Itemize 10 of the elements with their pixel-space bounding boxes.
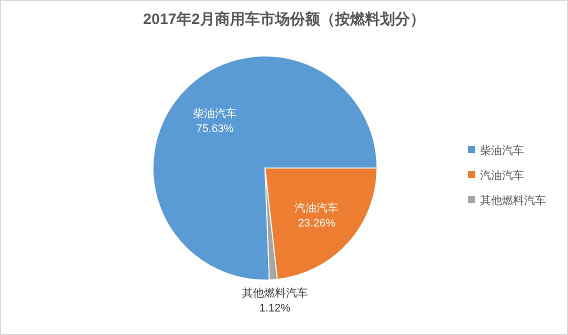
data-label: 75.63% bbox=[196, 122, 234, 135]
legend-label: 其他燃料汽车 bbox=[480, 194, 546, 207]
chart-title: 2017年2月商用车市场份额（按燃料划分） bbox=[143, 10, 425, 28]
legend-label: 汽油汽车 bbox=[480, 169, 524, 182]
slice-label: 汽油汽车 bbox=[294, 201, 339, 214]
legend-label: 柴油汽车 bbox=[480, 144, 524, 157]
data-label: 1.12% bbox=[259, 302, 291, 315]
slice-label: 其他燃料汽车 bbox=[242, 286, 308, 300]
slice-label: 柴油汽车 bbox=[192, 106, 237, 120]
data-label: 23.26% bbox=[298, 217, 336, 230]
